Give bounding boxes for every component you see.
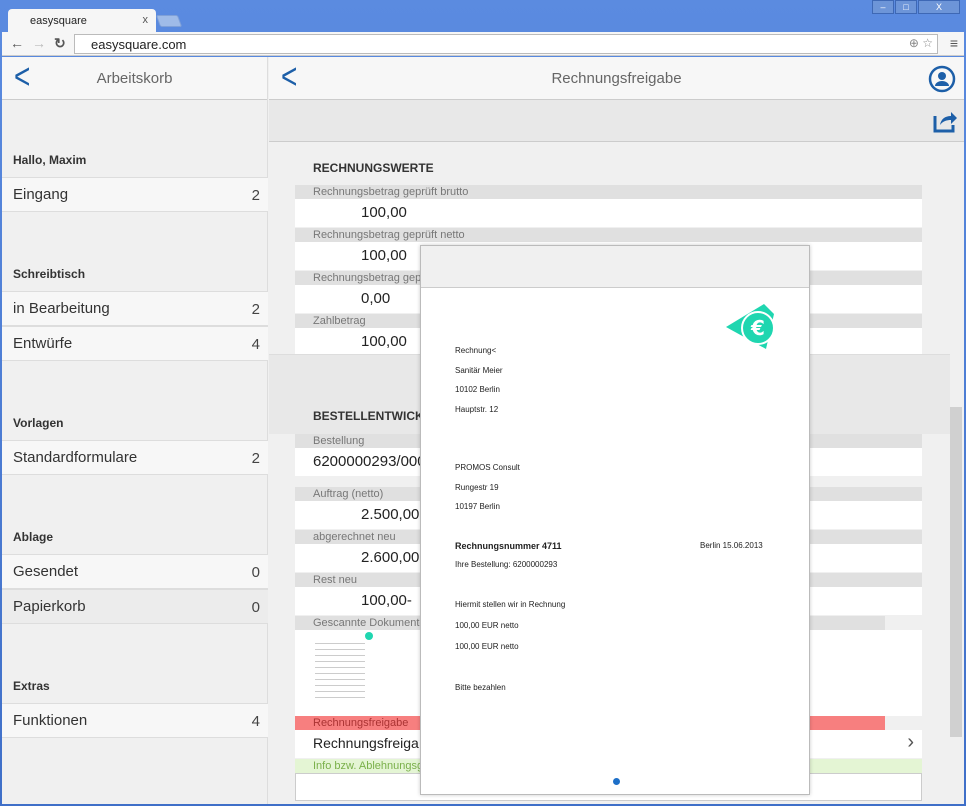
reload-icon[interactable]: ↻ bbox=[54, 35, 66, 51]
browser-tab[interactable]: easysquare x bbox=[8, 9, 156, 33]
section-title: RECHNUNGSWERTE bbox=[313, 161, 434, 175]
minimize-button[interactable]: – bbox=[872, 0, 894, 14]
forward-arrow-icon[interactable]: → bbox=[32, 35, 46, 51]
document-text: PROMOS Consult bbox=[455, 463, 520, 472]
document-text: Rungestr 19 bbox=[455, 483, 499, 492]
sidebar-item-standardformulare[interactable]: Standardformulare 2 bbox=[2, 440, 268, 475]
count: 2 bbox=[251, 187, 260, 204]
share-icon[interactable] bbox=[932, 108, 958, 134]
document-text: Rechnung< bbox=[455, 346, 497, 355]
document-text: Hauptstr. 12 bbox=[455, 405, 499, 414]
svg-text:€: € bbox=[750, 316, 765, 340]
url-text: easysquare.com bbox=[91, 37, 187, 52]
sidebar-item-entwuerfe[interactable]: Entwürfe 4 bbox=[2, 326, 268, 361]
document-text: 100,00 EUR netto bbox=[455, 642, 519, 651]
document-text: Ihre Bestellung: 6200000293 bbox=[455, 560, 558, 569]
document-text: Bitte bezahlen bbox=[455, 683, 506, 692]
euro-logo-icon: € bbox=[726, 304, 775, 349]
field-label: Rechnungsbetrag geprüft brutto bbox=[295, 185, 922, 199]
sidebar-item-funktionen[interactable]: Funktionen 4 bbox=[2, 703, 268, 738]
popup-header bbox=[421, 246, 809, 288]
greeting: Hallo, Maxim bbox=[13, 153, 87, 167]
app: < Arbeitskorb Hallo, Maxim Eingang 2 Schr… bbox=[2, 56, 964, 804]
document-text: Sanitär Meier bbox=[455, 366, 503, 375]
document-preview-popup: € Rechnung< Sanitär Meier 10102 Berlin H… bbox=[420, 245, 810, 795]
back-chevron-icon[interactable]: < bbox=[14, 56, 31, 97]
section-title: Schreibtisch bbox=[13, 267, 86, 281]
menu-icon[interactable]: ≡ bbox=[949, 35, 958, 51]
maximize-button[interactable]: □ bbox=[895, 0, 917, 14]
sidebar-item-gesendet[interactable]: Gesendet 0 bbox=[2, 554, 268, 589]
document-text: 100,00 EUR netto bbox=[455, 621, 519, 630]
page-indicator-dot[interactable] bbox=[613, 778, 620, 785]
sidebar-item-in-bearbeitung[interactable]: in Bearbeitung 2 bbox=[2, 291, 268, 326]
page-title: Rechnungsfreigabe bbox=[551, 70, 682, 87]
browser-toolbar: ← → ↻ easysquare.com ⊕ ☆ ≡ bbox=[2, 32, 964, 56]
document-text: Berlin 15.06.2013 bbox=[700, 541, 763, 550]
chevron-right-icon[interactable]: › bbox=[907, 731, 914, 753]
user-avatar-icon[interactable] bbox=[928, 65, 956, 93]
section-title: BESTELLENTWICKLU bbox=[313, 409, 440, 423]
new-tab-button[interactable] bbox=[155, 15, 183, 27]
document-text: Rechnungsnummer 4711 bbox=[455, 541, 562, 551]
field-label: Rechnungsbetrag geprüft netto bbox=[295, 228, 922, 242]
close-window-button[interactable]: X bbox=[918, 0, 960, 14]
back-chevron-icon[interactable]: < bbox=[281, 56, 298, 97]
sidebar: < Arbeitskorb Hallo, Maxim Eingang 2 Schr… bbox=[2, 56, 268, 804]
tab-title: easysquare bbox=[30, 15, 87, 27]
action-bar bbox=[269, 100, 964, 142]
section-title: Vorlagen bbox=[13, 416, 64, 430]
thumbnail-text-lines bbox=[315, 638, 365, 698]
tab-close-button[interactable]: x bbox=[142, 14, 149, 26]
document-text: Hiermit stellen wir in Rechnung bbox=[455, 600, 566, 609]
section-title: Extras bbox=[13, 679, 50, 693]
sidebar-item-papierkorb[interactable]: Papierkorb 0 bbox=[2, 589, 268, 624]
zoom-star-icon[interactable]: ⊕ ☆ bbox=[908, 36, 933, 50]
sidebar-header: < Arbeitskorb bbox=[2, 56, 267, 100]
main-header: < Rechnungsfreigabe bbox=[269, 56, 964, 100]
back-arrow-icon[interactable]: ← bbox=[10, 35, 24, 51]
address-bar[interactable]: easysquare.com ⊕ ☆ bbox=[74, 34, 938, 54]
sidebar-item-eingang[interactable]: Eingang 2 bbox=[2, 177, 268, 212]
field-value[interactable]: 100,00 bbox=[295, 199, 922, 227]
document-text: 10197 Berlin bbox=[455, 502, 500, 511]
sidebar-title: Arbeitskorb bbox=[96, 70, 173, 87]
scrollbar[interactable] bbox=[950, 407, 962, 737]
document-text: 10102 Berlin bbox=[455, 385, 500, 394]
window-controls: – □ X bbox=[872, 0, 960, 14]
logo-icon bbox=[365, 632, 373, 640]
section-title: Ablage bbox=[13, 530, 54, 544]
